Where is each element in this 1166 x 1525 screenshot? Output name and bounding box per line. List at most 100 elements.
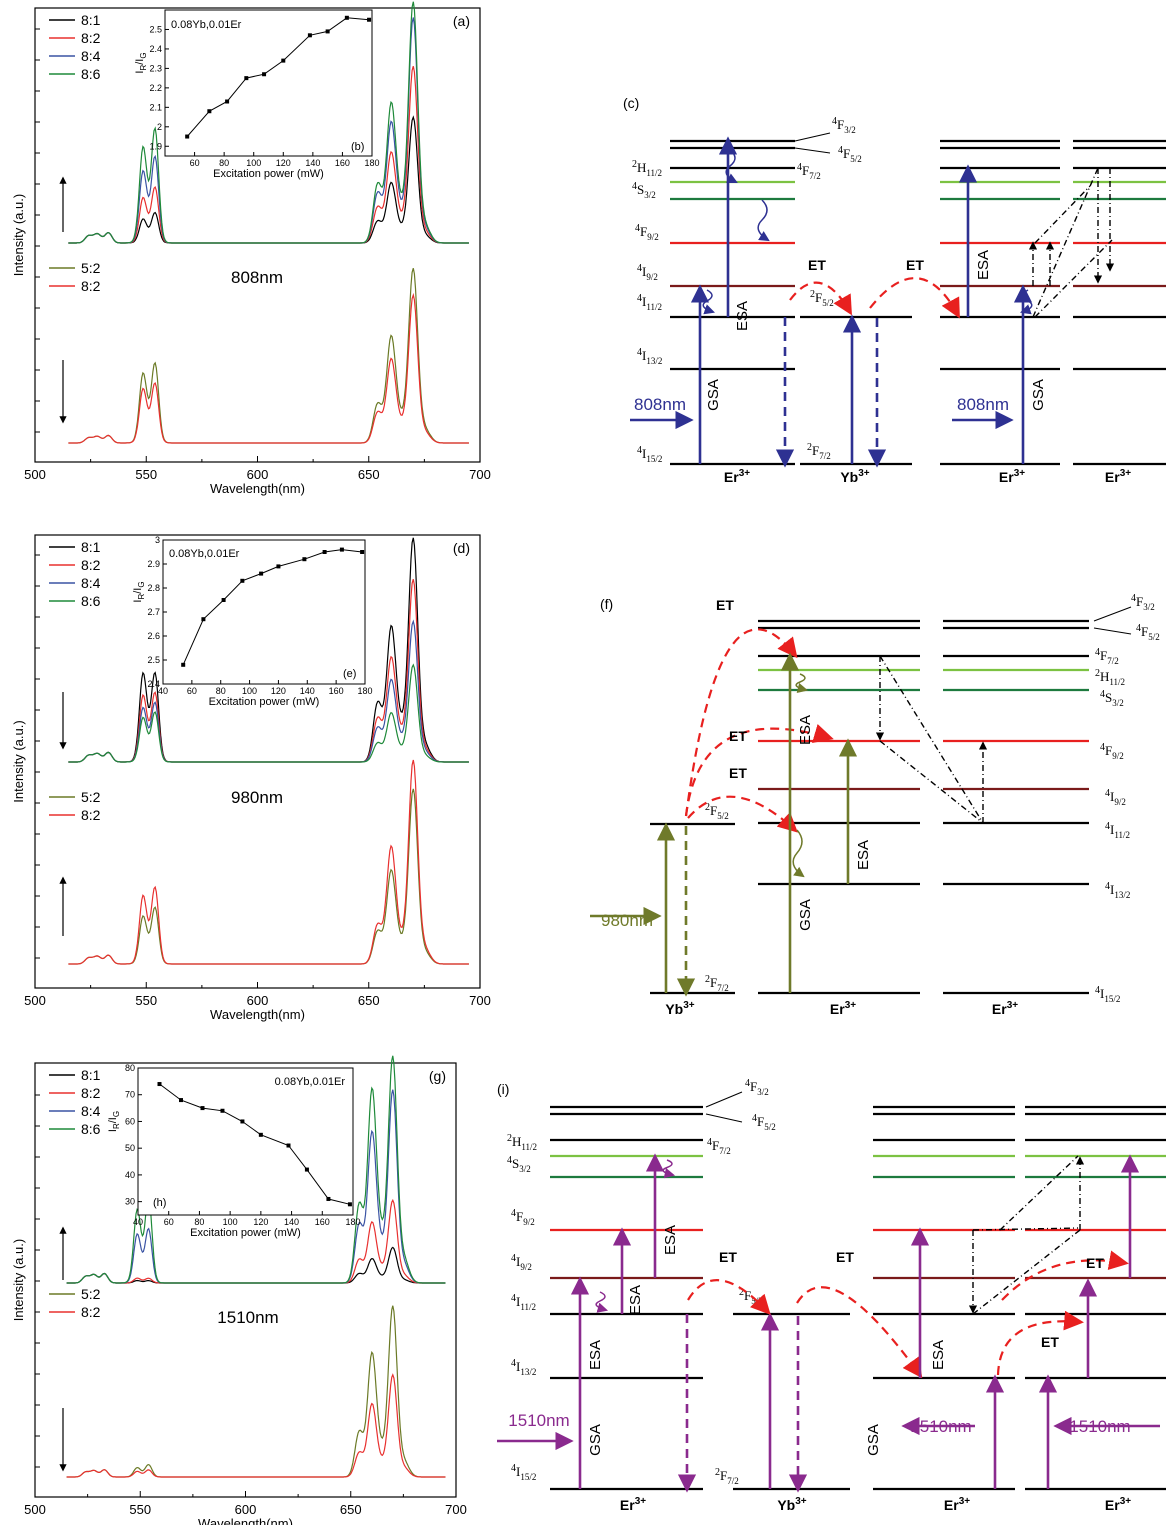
level-label-sup: 4	[745, 1078, 750, 1089]
level-label-letter: I	[642, 294, 646, 309]
level-label: 4I9/2	[1105, 788, 1126, 807]
level-label-sup: 2	[810, 289, 815, 300]
inset-y-tick-label: 50	[125, 1143, 135, 1153]
level-label: 4I11/2	[1105, 821, 1130, 840]
excitation-label: 1510nm	[910, 1417, 971, 1436]
level-label-sup: 4	[637, 293, 642, 304]
inset-x-tick-label: 40	[133, 1217, 143, 1227]
level-label-sub: 7/2	[727, 1476, 739, 1486]
level-label-letter: S	[637, 182, 644, 197]
ion-label: Er3+	[944, 1496, 970, 1513]
level-label-sup: 4	[1131, 593, 1136, 604]
inset-point	[276, 564, 281, 569]
inset-frame	[164, 9, 373, 157]
level-label-letter: F	[640, 224, 647, 239]
level-label-letter: F	[710, 803, 717, 818]
level-label: 4F9/2	[511, 1208, 535, 1227]
ion-label: Yb3+	[840, 468, 869, 485]
level-label-sub: 7/2	[719, 1146, 731, 1156]
panel-label: (i)	[497, 1081, 509, 1097]
panel-label: (g)	[429, 1068, 446, 1084]
level-label: 2H11/2	[1095, 668, 1125, 687]
level-label-sub: 9/2	[520, 1262, 532, 1272]
process-label: ET	[1041, 1334, 1059, 1350]
x-axis-label: Wavelength(nm)	[198, 1516, 293, 1525]
inset-point	[201, 617, 206, 622]
process-label: GSA	[705, 379, 722, 411]
level-label-sub: 3/2	[644, 190, 656, 200]
legend-entry: 8:2	[81, 557, 101, 573]
level-label-letter: I	[516, 1464, 520, 1479]
legend-entry: 8:6	[81, 66, 101, 82]
level-label-sup: 2	[705, 802, 710, 813]
level-label-sub: 9/2	[1112, 751, 1124, 761]
level-label-sup: 2	[807, 442, 812, 453]
level-label-sup: 4	[707, 1137, 712, 1148]
inset-x-tick-label: 40	[158, 686, 168, 696]
legend-entry: 8:4	[81, 1103, 101, 1119]
inset-x-tick-label: 140	[284, 1217, 299, 1227]
level-label: 4I13/2	[1105, 881, 1130, 900]
process-label: ESA	[662, 1225, 679, 1255]
et-curve	[789, 281, 852, 316]
level-label-sup: 4	[832, 116, 837, 127]
et-curve	[684, 724, 834, 817]
level-label: 4F3/2	[745, 1078, 769, 1097]
inset-y-tick-label: 30	[125, 1197, 135, 1207]
inset-frame	[162, 539, 366, 685]
level-label: 4I13/2	[637, 347, 662, 366]
inset-x-tick-label: 120	[271, 686, 286, 696]
et-curve	[996, 1310, 1084, 1376]
level-label: 4I15/2	[1095, 985, 1120, 1004]
x-tick-label: 500	[24, 993, 46, 1008]
inset-point	[200, 1106, 205, 1111]
ion-label: Er3+	[1105, 1496, 1131, 1513]
inset-x-tick-label: 100	[223, 1217, 238, 1227]
inset-panel-label: (e)	[343, 668, 356, 680]
level-label-letter: I	[642, 446, 646, 461]
spectrum-line-bottom	[68, 788, 469, 965]
x-tick-label: 700	[469, 467, 491, 482]
legend-entry: 8:6	[81, 1121, 101, 1137]
inset-x-tick-label: 80	[194, 1217, 204, 1227]
level-label-letter: I	[1100, 986, 1104, 1001]
cross-relaxation-line	[1034, 185, 1091, 244]
inset-point	[240, 1119, 245, 1124]
level-label-sub: 9/2	[647, 232, 659, 242]
inset-y-tick-label: 40	[125, 1170, 135, 1180]
cross-relaxation-line	[879, 740, 984, 824]
level-label-sup: 4	[511, 1358, 516, 1369]
level-label-letter: F	[815, 290, 822, 305]
inset-y-tick-label: 2.1	[149, 102, 162, 112]
level-label: 2H11/2	[507, 1133, 537, 1152]
inset-x-tick-label: 80	[216, 686, 226, 696]
inset-point	[240, 578, 245, 583]
et-curve	[687, 1279, 771, 1315]
level-label: 4F7/2	[707, 1137, 731, 1156]
nonradiative-decay	[662, 1159, 676, 1179]
inset-y-tick-label: 2.4	[149, 44, 162, 54]
inset-y-axis-label-part: G	[139, 52, 148, 58]
level-label-sup: 4	[507, 1155, 512, 1166]
inset-point	[157, 1082, 162, 1087]
spectrum-panel-g: 500 550 600 650 700 Wavelength(nm) Intensity (…	[11, 1055, 467, 1525]
process-label: GSA	[1030, 379, 1047, 411]
cross-relaxation-line	[879, 655, 984, 824]
inset-point	[325, 29, 330, 34]
inset-x-tick-label: 160	[315, 1217, 330, 1227]
inset-y-tick-label: 2.9	[147, 559, 160, 569]
legend-entry: 8:2	[81, 1304, 101, 1320]
inset-annotation: 0.08Yb,0.01Er	[169, 548, 240, 560]
process-label: ET	[729, 765, 747, 781]
inset-y-axis-label-part: /I	[132, 588, 144, 594]
excitation-label: 1510nm	[217, 1308, 278, 1327]
ion-label: Er3+	[620, 1496, 646, 1513]
level-label-sub: 7/2	[819, 451, 831, 461]
spectrum-line-top	[68, 663, 469, 763]
level-label-letter: F	[750, 1079, 757, 1094]
level-label-sup: 2	[1095, 668, 1100, 679]
inset-y-tick-label: 2.7	[147, 607, 160, 617]
ion-label-element: Yb	[840, 469, 858, 485]
inset-point	[225, 99, 230, 104]
